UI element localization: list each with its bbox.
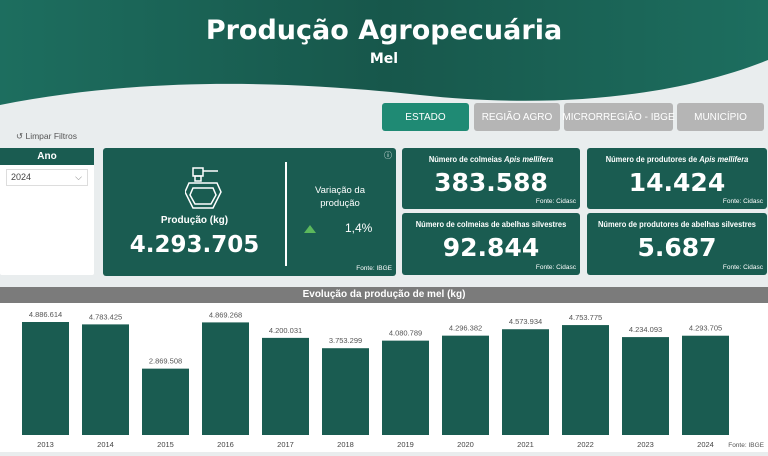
year-select[interactable]: 2024 ⌵ — [6, 169, 88, 186]
bar-2017[interactable] — [262, 337, 309, 435]
variation-label: Variação da produção — [315, 185, 365, 209]
bar-2014[interactable] — [82, 324, 129, 435]
data-label: 4.200.031 — [269, 326, 302, 335]
kpi-value: 383.588 — [434, 168, 548, 197]
page-title: Produção Agropecuária — [205, 15, 563, 46]
data-label: 4.783.425 — [89, 312, 122, 321]
bar-2021[interactable] — [502, 329, 549, 435]
data-label: 4.753.775 — [569, 313, 602, 322]
chevron-down-icon: ⌵ — [75, 172, 82, 182]
x-tick-label: 2016 — [217, 440, 234, 449]
source-label: Fonte: Cidasc — [722, 264, 763, 271]
kpi-card: Número de produtores de Apis mellifera 1… — [587, 148, 767, 209]
x-tick-label: 2023 — [637, 440, 654, 449]
tab-regiao-agro[interactable]: REGIÃO AGRO — [474, 103, 560, 131]
bar-2022[interactable] — [562, 325, 609, 435]
chart-source: Fonte: IBGE — [728, 442, 764, 449]
tab-estado[interactable]: ESTADO — [382, 103, 469, 131]
honey-jar-icon — [185, 167, 222, 209]
bar-2023[interactable] — [622, 337, 669, 435]
kpi-card: Número de produtores de abelhas silvestr… — [587, 213, 767, 275]
year-filter-label: Ano — [0, 148, 94, 165]
page-subtitle: Mel — [369, 51, 399, 67]
bar-2013[interactable] — [22, 322, 69, 435]
production-label: Produção (kg) — [160, 215, 229, 226]
kpi-card: Número de colmeias Apis mellifera 383.58… — [402, 148, 580, 209]
kpi-value: 5.687 — [637, 233, 717, 262]
year-filter: Ano 2024 ⌵ — [0, 148, 94, 275]
x-tick-label: 2013 — [37, 440, 54, 449]
x-tick-label: 2019 — [397, 440, 414, 449]
data-label: 4.293.705 — [689, 324, 722, 333]
x-tick-label: 2015 — [157, 440, 174, 449]
data-label: 4.234.093 — [629, 325, 662, 334]
source-label: Fonte: Cidasc — [535, 198, 576, 205]
data-label: 4.886.614 — [29, 310, 62, 319]
bar-2015[interactable] — [142, 368, 189, 435]
bar-2019[interactable] — [382, 340, 429, 435]
bar-2016[interactable] — [202, 322, 249, 435]
tab-microrregiao[interactable]: MICRORREGIÃO - IBGE — [562, 103, 675, 131]
kpi-title: Número de produtores de Apis mellifera — [605, 154, 749, 164]
production-value: 4.293.705 — [129, 232, 260, 258]
source-label: Fonte: Cidasc — [722, 198, 763, 205]
data-label: 4.573.934 — [509, 317, 542, 326]
bar-chart-svg: 4.886.614 2013 4.783.425 2014 2.869.508 2015 4… — [22, 310, 729, 449]
x-tick-label: 2020 — [457, 440, 474, 449]
data-label: 4.080.789 — [389, 329, 422, 338]
kpi-value: 92.844 — [442, 233, 540, 262]
kpi-value: 14.424 — [628, 168, 726, 197]
bar-2018[interactable] — [322, 348, 369, 435]
bar-2020[interactable] — [442, 335, 489, 435]
x-tick-label: 2021 — [517, 440, 534, 449]
data-label: 4.869.268 — [209, 310, 242, 319]
year-select-value: 2024 — [11, 172, 32, 182]
kpi-title: Número de produtores de abelhas silvestr… — [598, 219, 756, 229]
clear-filters-button[interactable]: ↺ Limpar Filtros — [16, 131, 77, 141]
kpi-card: Número de colmeias de abelhas silvestres… — [402, 213, 580, 275]
kpi-title: Número de colmeias Apis mellifera — [428, 154, 554, 164]
trend-up-icon — [304, 225, 316, 233]
x-tick-label: 2014 — [97, 440, 114, 449]
bar-2024[interactable] — [682, 335, 729, 435]
kpi-title: Número de colmeias de abelhas silvestres — [415, 219, 567, 229]
data-label: 3.753.299 — [329, 336, 362, 345]
info-icon[interactable]: ⓘ — [384, 151, 392, 160]
chart-title: Evolução da produção de mel (kg) — [0, 287, 768, 303]
x-tick-label: 2017 — [277, 440, 294, 449]
header-banner — [0, 0, 768, 105]
x-tick-label: 2022 — [577, 440, 594, 449]
production-card: Produção (kg) 4.293.705 Variação da prod… — [103, 148, 396, 276]
data-label: 2.869.508 — [149, 357, 182, 366]
tab-municipio[interactable]: MUNICÍPIO — [677, 103, 764, 131]
source-label: Fonte: IBGE — [356, 265, 392, 272]
divider — [285, 162, 287, 266]
bar-chart: 4.886.614 2013 4.783.425 2014 2.869.508 2015 4… — [0, 303, 768, 452]
x-tick-label: 2024 — [697, 440, 714, 449]
x-tick-label: 2018 — [337, 440, 354, 449]
variation-value: 1,4% — [345, 221, 373, 235]
data-label: 4.296.382 — [449, 324, 482, 333]
source-label: Fonte: Cidasc — [535, 264, 576, 271]
